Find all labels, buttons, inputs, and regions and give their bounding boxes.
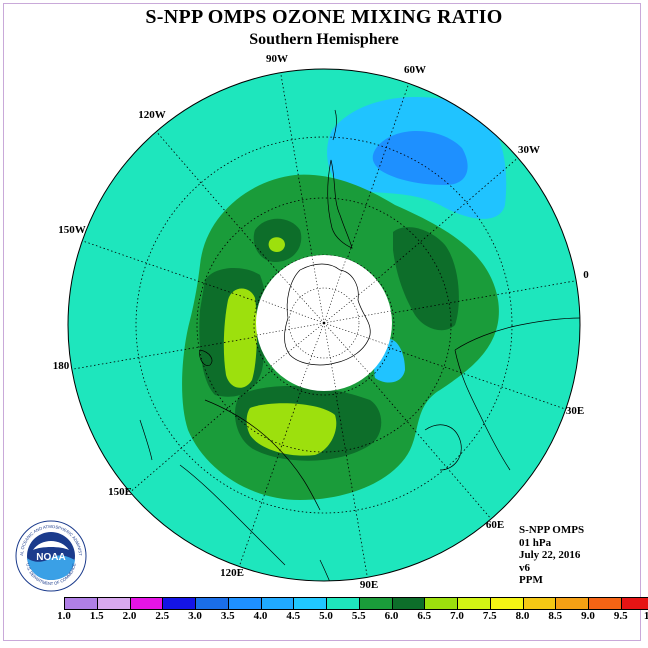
lon-label-90w: 90W: [266, 53, 288, 65]
lon-label-90e: 90E: [360, 579, 378, 591]
colorbar-segment: [392, 598, 426, 609]
colorbar-tick-label: 9.5: [613, 610, 628, 622]
page-title: S-NPP OMPS OZONE MIXING RATIO: [145, 6, 503, 28]
colorbar-segment: [523, 598, 557, 609]
colorbar-tick-label: 3.5: [220, 610, 235, 622]
colorbar-tick-label: 9.0: [581, 610, 595, 622]
lon-label-180: 180: [53, 360, 70, 372]
colorbar-tick-label: 10.0: [643, 610, 648, 622]
noaa-logo: NOAA NATIONAL OCEANIC AND ATMOSPHERIC AD…: [15, 520, 87, 592]
colorbar-segment: [621, 598, 648, 609]
colorbar-tick-label: 5.5: [351, 610, 366, 622]
region-6.0-6.5-west: [223, 288, 257, 388]
colorbar-tick-label: 6.0: [384, 610, 399, 622]
info-units: PPM: [519, 574, 543, 587]
colorbar-tick-label: 6.5: [417, 610, 432, 622]
region-6.0-6.5-south: [246, 403, 337, 456]
lon-label-150w: 150W: [58, 224, 86, 236]
colorbar-tick-label: 4.0: [253, 610, 268, 622]
lon-label-60w: 60W: [404, 64, 426, 76]
colorbar-tick-label: 1.5: [89, 610, 104, 622]
lon-label-120e: 120E: [220, 567, 244, 579]
colorbar-tick-label: 7.5: [482, 610, 497, 622]
coastlines: [139, 109, 580, 581]
colorbar-segment: [261, 598, 295, 609]
region-6.0-6.5-north: [268, 237, 285, 253]
figure-frame: [3, 3, 641, 641]
page-subtitle: Southern Hemisphere: [249, 31, 399, 48]
colorbar-tick-label: 4.5: [286, 610, 301, 622]
colorbar-tick-label: 5.0: [319, 610, 333, 622]
colorbar-segment: [163, 598, 196, 609]
colorbar: [64, 597, 648, 610]
lon-label-120w: 120W: [138, 109, 166, 121]
lon-label-0: 0: [583, 269, 589, 281]
colorbar-segment: [359, 598, 393, 609]
lon-label-30e: 30E: [566, 405, 584, 417]
lon-label-60e: 60E: [486, 519, 504, 531]
info-date: July 22, 2016: [519, 549, 581, 562]
colorbar-segment: [589, 598, 622, 609]
colorbar-segment: [130, 598, 164, 609]
colorbar-segment: [327, 598, 360, 609]
colorbar-tick-label: 2.0: [122, 610, 137, 622]
map-border: [67, 68, 581, 582]
lon-label-150e: 150E: [108, 486, 132, 498]
colorbar-tick-label: 2.5: [155, 610, 170, 622]
colorbar-tick-label: 1.0: [57, 610, 71, 622]
colorbar-segment: [556, 598, 589, 609]
colorbar-tick-label: 8.5: [548, 610, 563, 622]
colorbar-segment: [228, 598, 262, 609]
colorbar-tick-label: 7.0: [450, 610, 464, 622]
lon-label-30w: 30W: [518, 144, 540, 156]
colorbar-tick-label: 8.0: [515, 610, 530, 622]
colorbar-segment: [490, 598, 524, 609]
colorbar-segment: [196, 598, 229, 609]
colorbar-segment: [425, 598, 458, 609]
info-pressure-level: 01 hPa: [519, 536, 552, 549]
colorbar-segment: [458, 598, 491, 609]
colorbar-tick-label: 3.0: [188, 610, 202, 622]
colorbar-tick-labels: 1.0 1.5 2.0 2.5 3.0 3.5 4.0 4.5 5.0 5.5 6.0 6.5 7.0 7…: [0, 610, 648, 624]
polar-graticule: [256, 255, 392, 391]
noaa-logo-text: NOAA: [36, 552, 65, 563]
region-3.5-4.0: [372, 130, 468, 185]
info-block: S-NPP OMPS 01 hPa July 22, 2016 v6 PPM: [519, 524, 584, 587]
colorbar-segment: [65, 598, 98, 609]
info-instrument: S-NPP OMPS: [519, 524, 585, 536]
info-version: v6: [519, 561, 530, 574]
south-pole-marker: [322, 321, 326, 325]
antarctica-outline: [284, 263, 371, 366]
colorbar-segment: [294, 598, 327, 609]
colorbar-segment: [97, 598, 131, 609]
